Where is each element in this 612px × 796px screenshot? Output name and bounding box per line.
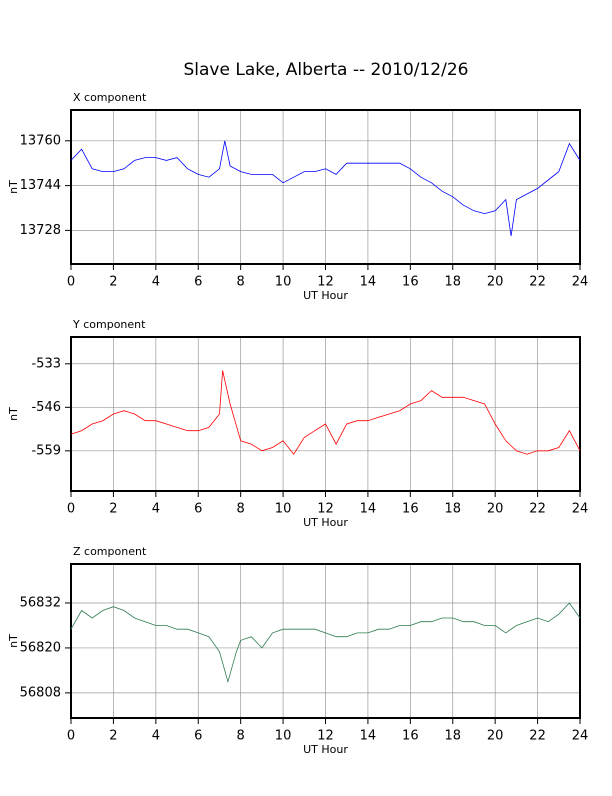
- y-tick-label: 13744: [20, 178, 61, 193]
- x-tick-label: 20: [487, 729, 504, 744]
- x-tick-label: 8: [237, 275, 245, 290]
- y-tick-label: 13728: [20, 223, 61, 238]
- y-tick-label: 13760: [20, 133, 61, 148]
- x-tick-label: 18: [444, 275, 461, 290]
- x-tick-label: 22: [529, 275, 546, 290]
- data-line: [70, 370, 581, 455]
- panel-title: Y component: [72, 318, 146, 331]
- x-tick-label: 2: [109, 502, 117, 517]
- x-tick-label: 20: [487, 275, 504, 290]
- x-tick-label: 10: [275, 275, 292, 290]
- x-axis-label: UT Hour: [303, 743, 348, 756]
- y-axis-label: nT: [7, 634, 20, 648]
- x-tick-label: 20: [487, 502, 504, 517]
- x-tick-label: 4: [152, 502, 160, 517]
- x-tick-label: 24: [572, 729, 589, 744]
- x-tick-label: 12: [317, 502, 334, 517]
- x-tick-label: 24: [572, 502, 589, 517]
- x-tick-label: 22: [529, 502, 546, 517]
- y-tick-label: 56820: [20, 640, 61, 655]
- y-axis-label: nT: [7, 180, 20, 194]
- x-tick-label: 12: [317, 275, 334, 290]
- y-tick-label: -533: [31, 356, 61, 371]
- x-axis-label: UT Hour: [303, 516, 348, 529]
- plot-frame: [70, 563, 581, 719]
- x-tick-label: 0: [67, 502, 75, 517]
- x-tick-label: 22: [529, 729, 546, 744]
- y-axis-label: nT: [7, 407, 20, 421]
- x-tick-label: 14: [360, 729, 377, 744]
- plot-frame: [70, 109, 581, 265]
- y-tick-label: 56832: [20, 595, 61, 610]
- data-line: [70, 140, 581, 237]
- x-tick-label: 4: [152, 729, 160, 744]
- y-tick-label: -546: [31, 400, 61, 415]
- x-tick-label: 6: [194, 502, 202, 517]
- x-tick-label: 12: [317, 729, 334, 744]
- x-tick-label: 8: [237, 729, 245, 744]
- x-tick-label: 0: [67, 729, 75, 744]
- y-tick-label: 56808: [20, 685, 61, 700]
- x-tick-label: 2: [109, 729, 117, 744]
- y-tick-label: -559: [31, 443, 61, 458]
- x-tick-label: 14: [360, 275, 377, 290]
- x-tick-label: 16: [402, 275, 419, 290]
- page-title: Slave Lake, Alberta -- 2010/12/26: [184, 60, 469, 80]
- x-tick-label: 10: [275, 729, 292, 744]
- plot-frame: [70, 336, 581, 492]
- x-tick-label: 8: [237, 502, 245, 517]
- x-tick-label: 16: [402, 729, 419, 744]
- x-tick-label: 14: [360, 502, 377, 517]
- x-tick-label: 24: [572, 275, 589, 290]
- x-tick-label: 6: [194, 729, 202, 744]
- x-axis-label: UT Hour: [303, 289, 348, 302]
- x-tick-label: 18: [444, 502, 461, 517]
- x-tick-label: 4: [152, 275, 160, 290]
- data-line: [70, 602, 581, 684]
- x-tick-label: 10: [275, 502, 292, 517]
- x-tick-label: 0: [67, 275, 75, 290]
- panel-title: Z component: [73, 545, 147, 558]
- panel-title: X component: [73, 91, 147, 104]
- x-tick-label: 18: [444, 729, 461, 744]
- x-tick-label: 2: [109, 275, 117, 290]
- x-tick-label: 16: [402, 502, 419, 517]
- x-tick-label: 6: [194, 275, 202, 290]
